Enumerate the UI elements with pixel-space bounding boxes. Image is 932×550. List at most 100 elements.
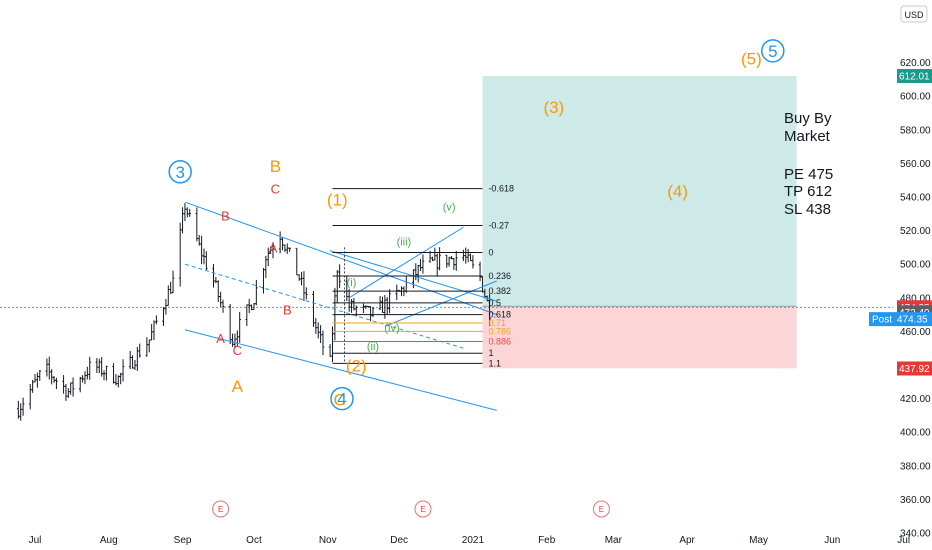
channel-mid	[184, 263, 464, 349]
wave-label: B	[270, 157, 281, 176]
price-tag: 437.92	[897, 361, 932, 376]
fib-retracement: -0.618 -0.27 0 0.236 0.382 0.5 0.6180.710.7860…	[332, 184, 514, 368]
y-tick-label: 420.00	[900, 394, 931, 405]
candle	[71, 377, 75, 397]
earnings-icon[interactable]	[592, 500, 610, 518]
candle	[347, 289, 351, 312]
fib-level-label: 0.382	[488, 286, 511, 296]
fib-level-label: 0.886	[488, 336, 511, 346]
candle	[264, 255, 268, 279]
y-tick-label: 380.00	[900, 461, 931, 472]
wave-label: A	[269, 240, 278, 255]
candle	[188, 208, 191, 217]
y-tick-label: 580.00	[900, 125, 931, 136]
wave-label: C	[271, 182, 280, 197]
candle	[171, 270, 175, 294]
wave-label: 5	[761, 39, 785, 63]
candle	[352, 298, 356, 311]
candle	[17, 400, 20, 419]
earnings-event-label: E	[420, 505, 425, 514]
wave-label-text: (iv)	[384, 322, 399, 334]
candle	[302, 271, 306, 301]
channel-upper	[184, 201, 497, 316]
candle	[335, 269, 339, 303]
earnings-icon[interactable]	[212, 500, 230, 518]
wave-label: B	[221, 209, 230, 224]
note-line-4: TP 612	[784, 183, 832, 200]
candle	[321, 330, 325, 356]
x-tick-label: Feb	[538, 535, 556, 546]
earnings-event-marker[interactable]: E	[414, 500, 432, 518]
x-tick-label: Jun	[824, 535, 840, 546]
y-tick-label: 520.00	[900, 226, 931, 237]
candle	[183, 203, 187, 222]
price-axis[interactable]: 340.00360.00380.00400.00420.00440.00460.…	[893, 0, 932, 550]
candle	[36, 372, 39, 388]
candle	[31, 379, 34, 393]
earnings-event-marker[interactable]: E	[212, 500, 230, 518]
currency-badge[interactable]: USD	[900, 5, 928, 23]
target-zone	[482, 76, 797, 307]
price-tag-label: 437.92	[899, 364, 930, 375]
currency-label: USD	[904, 10, 924, 20]
x-tick-label: Nov	[319, 535, 337, 546]
y-tick-label: 560.00	[900, 159, 931, 170]
wave-circle	[761, 39, 785, 63]
candle	[136, 346, 139, 371]
time-axis[interactable]: Jul Aug Sep Oct Nov Dec 2021 Feb Mar Apr May Jun Jul	[29, 535, 910, 546]
wave-label-text: (3)	[543, 98, 564, 117]
x-tick-label: Dec	[390, 535, 408, 546]
candle	[383, 294, 387, 319]
note-line-5: SL 438	[784, 201, 831, 218]
candle	[128, 351, 132, 369]
candle	[369, 306, 372, 322]
candle	[350, 299, 353, 313]
candle	[381, 296, 384, 313]
x-tick-label: Jul	[897, 535, 910, 546]
fib-level-label: -0.27	[488, 221, 509, 231]
wave-label-text: B	[221, 209, 230, 224]
fib-level-label: 0.618	[488, 310, 511, 320]
wave-label-text: (2)	[346, 357, 367, 376]
candle	[221, 299, 225, 313]
candle	[64, 384, 68, 401]
y-tick-label: 500.00	[900, 260, 931, 271]
wave-label: 4	[330, 386, 354, 411]
candle	[202, 248, 206, 265]
candle	[416, 264, 420, 283]
candle	[55, 377, 58, 390]
candle	[38, 370, 42, 381]
candle	[105, 365, 108, 381]
candle	[216, 280, 220, 303]
candle	[388, 289, 391, 314]
post-market-value: 474.35	[897, 315, 928, 326]
wave-label-text: (iii)	[397, 237, 412, 249]
candle	[114, 374, 118, 386]
wave-label-text: C	[233, 343, 242, 358]
fib-level-label: 0.5	[488, 298, 501, 308]
candle	[285, 243, 289, 254]
candle	[33, 374, 37, 383]
earnings-event-marker[interactable]: E	[592, 500, 610, 518]
y-tick-label: 360.00	[900, 495, 931, 506]
y-tick-label: 540.00	[900, 193, 931, 204]
candle	[362, 303, 365, 314]
candle	[214, 276, 218, 284]
candle	[186, 207, 189, 218]
candle	[385, 297, 389, 315]
candle	[62, 375, 65, 394]
y-tick-label: 340.00	[900, 529, 931, 540]
wave-label: (3)	[543, 98, 564, 117]
earnings-icon[interactable]	[414, 500, 432, 518]
candle	[133, 359, 137, 370]
wave-label-text: (ii)	[367, 341, 379, 353]
y-tick-label: 620.00	[900, 58, 931, 69]
candle	[164, 298, 168, 315]
wave-label: (1)	[327, 190, 348, 209]
candle	[145, 337, 149, 357]
candle	[102, 370, 106, 381]
candles	[17, 203, 491, 421]
fib-level-label: 0.236	[488, 271, 511, 281]
